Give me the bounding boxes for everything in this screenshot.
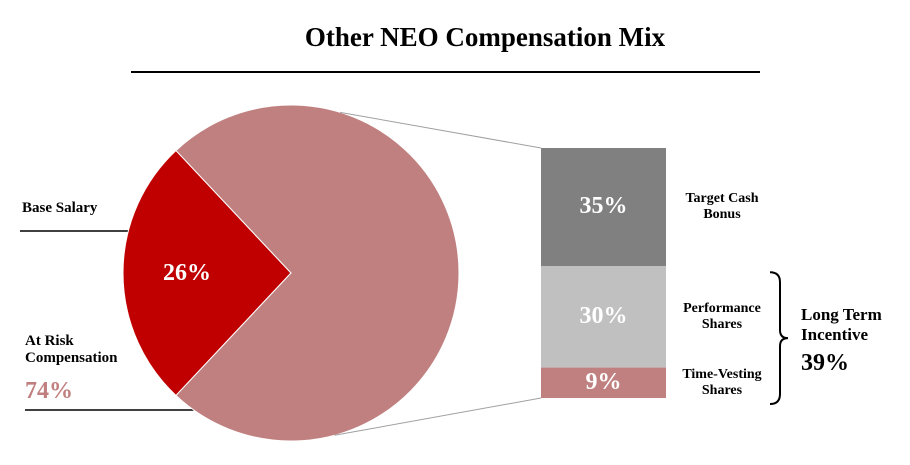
value-label: 35% [579, 193, 628, 220]
pie-slice [122, 149, 292, 397]
bracket [769, 271, 789, 405]
category-label: Base Salary [22, 200, 98, 216]
value-label: 26% [163, 260, 211, 286]
bar-segment [541, 148, 666, 267]
category-label: Time-Vesting Shares [682, 366, 762, 398]
category-label: At Risk Compensation [25, 333, 118, 367]
value-label: 30% [579, 302, 628, 329]
value-label: 9% [585, 368, 622, 395]
pie-slice [175, 104, 460, 442]
category-label: Target Cash Bonus [685, 191, 759, 223]
bar-segment [541, 367, 666, 398]
chart-title: Other NEO Compensation Mix [305, 22, 666, 52]
bar-segment [541, 266, 666, 368]
group-value: 39% [801, 350, 849, 376]
connector [340, 111, 542, 149]
category-label: Performance Shares [683, 300, 761, 332]
value-label: 74% [25, 378, 73, 404]
connector [334, 397, 542, 436]
group-label: Long Term Incentive [801, 305, 882, 344]
